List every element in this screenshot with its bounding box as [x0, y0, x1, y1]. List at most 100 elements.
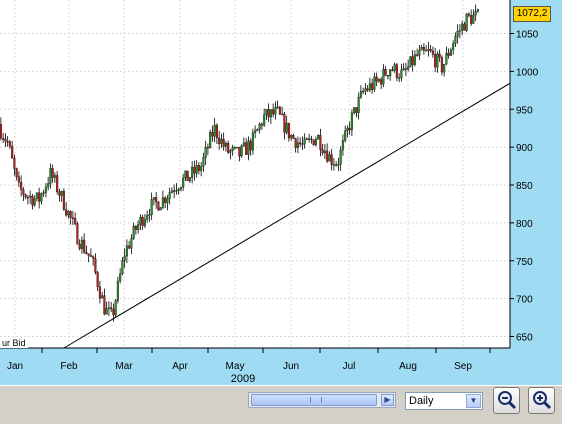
candle-body	[195, 165, 198, 174]
candle-body	[242, 142, 245, 146]
candle-body	[319, 135, 322, 150]
scroll-right-arrow-icon[interactable]: ▶	[381, 394, 394, 406]
chevron-down-icon[interactable]: ▼	[466, 394, 481, 408]
candle-body	[193, 166, 196, 174]
candle-body	[366, 88, 369, 91]
candle-body	[11, 146, 14, 159]
candle-body	[377, 79, 380, 82]
candle-body	[467, 13, 470, 16]
candle-body	[231, 147, 234, 151]
candle-body	[434, 54, 437, 68]
x-tick-label: May	[226, 361, 245, 372]
candle-body	[449, 49, 452, 56]
candle-body	[404, 68, 407, 70]
candle-body	[80, 239, 83, 249]
trendline[interactable]	[63, 82, 511, 349]
candle-body	[213, 124, 216, 137]
candle-body	[384, 68, 387, 76]
candle-body	[58, 191, 61, 196]
candle-body	[308, 138, 311, 140]
year-label: 2009	[231, 373, 255, 385]
candle-body	[130, 238, 133, 249]
scrollbar-thumb[interactable]	[251, 394, 377, 406]
candle-body	[303, 138, 306, 145]
zoom-out-button[interactable]	[493, 387, 520, 414]
grid-lines	[0, 0, 514, 353]
x-tick-label: Jun	[283, 361, 299, 372]
candle-body	[157, 201, 160, 211]
candle-body	[188, 177, 191, 182]
candle-body	[47, 183, 50, 188]
last-price-badge: 1072,2	[513, 6, 551, 22]
candle-body	[0, 124, 2, 139]
candle-body	[443, 64, 446, 73]
candle-body	[137, 224, 140, 230]
x-tick-labels: Jan Feb Mar Apr May Jun Jul Aug Sep	[7, 361, 472, 372]
candle-body	[301, 143, 304, 145]
candle-body	[344, 130, 347, 141]
candle-body	[263, 114, 266, 126]
candle-body	[204, 147, 207, 158]
x-tick-label: Jan	[7, 361, 23, 372]
candle-body	[474, 11, 477, 16]
candle-body	[272, 109, 275, 115]
x-tick-label: Sep	[454, 361, 472, 372]
candle-body	[292, 135, 295, 139]
candle-body	[386, 75, 389, 77]
candle-body	[398, 77, 401, 79]
candle-body	[38, 192, 41, 202]
candle-body	[87, 253, 90, 256]
candle-body	[200, 166, 203, 171]
candle-body	[339, 149, 342, 165]
candle-body	[283, 113, 286, 133]
candle-body	[177, 189, 180, 191]
candle-body	[249, 140, 252, 151]
candle-body	[22, 189, 25, 195]
plot-area[interactable]	[0, 0, 510, 348]
candle-body	[143, 219, 146, 226]
candles	[0, 4, 479, 322]
candle-body	[247, 140, 250, 155]
candle-body	[337, 164, 340, 166]
candle-body	[265, 109, 268, 115]
candle-body	[62, 191, 65, 210]
candle-body	[456, 30, 459, 37]
candle-body	[215, 124, 218, 139]
x-tick-label: Mar	[115, 361, 133, 372]
candle-body	[209, 132, 212, 149]
candle-body	[310, 138, 313, 141]
candle-body	[278, 106, 281, 115]
candle-body	[150, 199, 153, 215]
y-tick-label: 800	[516, 219, 533, 230]
zoom-in-button[interactable]	[528, 387, 555, 414]
candle-body	[382, 68, 385, 85]
candle-body	[202, 157, 205, 167]
candle-body	[116, 280, 119, 301]
candle-body	[218, 137, 221, 144]
candle-body	[206, 147, 209, 149]
candle-body	[20, 182, 23, 190]
candle-body	[245, 142, 248, 155]
candle-body	[96, 272, 99, 287]
horizontal-scrollbar[interactable]: ▶	[248, 392, 396, 408]
candle-body	[281, 113, 284, 116]
candle-body	[465, 13, 468, 31]
candle-body	[438, 53, 441, 58]
candle-body	[440, 57, 443, 73]
candle-body	[321, 149, 324, 154]
candle-body	[328, 154, 331, 162]
candle-body	[220, 138, 223, 144]
y-axis-panel	[510, 0, 562, 348]
candle-body	[69, 211, 72, 218]
candle-body	[29, 195, 32, 198]
candle-body	[44, 186, 47, 193]
candle-body	[26, 196, 29, 199]
magnifier-minus-icon	[498, 391, 517, 410]
candle-body	[447, 52, 450, 56]
candle-body	[119, 273, 122, 282]
candle-body	[114, 300, 117, 316]
candle-body	[76, 223, 79, 245]
candle-body	[267, 109, 270, 118]
period-select[interactable]: Daily ▼	[405, 392, 483, 410]
grip-icon	[310, 397, 322, 403]
